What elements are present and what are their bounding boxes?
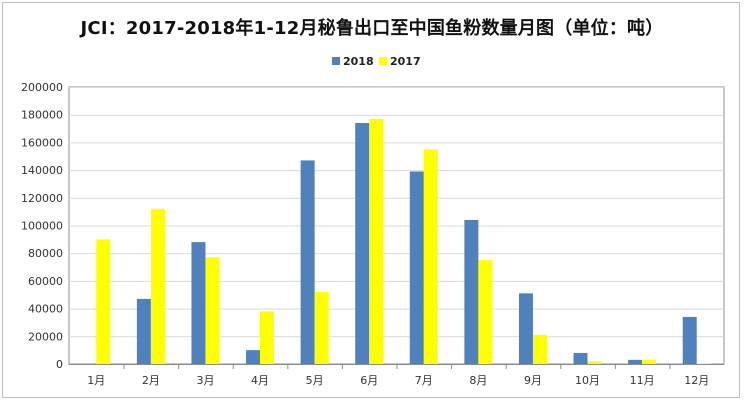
y-tick-label: 200000 [21,81,63,94]
x-tick-label: 11月 [630,374,655,387]
bar-2017-2 [150,208,165,364]
legend-swatch-2017 [379,57,387,65]
x-tick-label: 4月 [251,374,269,387]
y-tick-label: 20000 [28,330,63,343]
x-tick-label: 12月 [684,374,709,387]
bar-2018-7 [409,171,424,364]
bar-2017-5 [314,291,329,364]
bar-2018-12 [682,316,697,364]
grid-lines [68,86,725,365]
bar-2017-12 [696,363,711,364]
x-tick-label: 6月 [360,374,378,387]
y-axis-ticks: 0 20000 40000 60000 80000 100000 120000 140000 1… [21,81,63,371]
x-tick-label: 3月 [196,374,214,387]
bar-2017-9 [532,334,547,364]
x-tick-label: 10月 [575,374,600,387]
bar-2018-4 [246,350,261,364]
bar-2017-3 [205,257,220,364]
bar-2018-6 [355,123,370,364]
y-tick-label: 100000 [21,220,63,233]
bars [96,118,711,364]
bar-2018-3 [191,242,206,364]
bar-2018-9 [518,293,533,364]
x-axis-ticks: 1月 2月 3月 4月 5月 6月 7月 8月 9月 10月 11月 12月 [87,364,709,387]
legend-swatch-2018 [332,57,340,65]
bar-2017-4 [260,311,275,364]
x-tick-label: 5月 [306,374,324,387]
x-tick-label: 2月 [142,374,160,387]
bar-2017-8 [478,260,493,364]
bar-2017-1 [96,239,111,364]
bar-2017-7 [423,149,438,364]
y-tick-label: 80000 [28,247,63,260]
y-tick-label: 160000 [21,136,63,149]
bar-2018-10 [573,352,588,364]
y-tick-label: 180000 [21,109,63,122]
bar-2018-5 [300,160,315,364]
legend: 2018 2017 [332,55,421,68]
bar-2017-10 [587,361,602,364]
bar-2017-11 [642,359,657,364]
chart-title: JCI：2017-2018年1-12月秘鲁出口至中国鱼粉数量月图（单位：吨） [80,18,664,39]
y-tick-label: 0 [56,358,63,371]
legend-label-2018: 2018 [343,55,374,68]
bar-2018-8 [464,219,479,364]
y-tick-label: 60000 [28,275,63,288]
y-tick-label: 40000 [28,303,63,316]
bar-2018-2 [136,298,151,364]
x-tick-label: 7月 [415,374,433,387]
x-tick-label: 8月 [469,374,487,387]
x-tick-label: 9月 [524,374,542,387]
y-tick-label: 140000 [21,164,63,177]
y-tick-label: 120000 [21,192,63,205]
x-tick-label: 1月 [87,374,105,387]
legend-label-2017: 2017 [390,55,421,68]
bar-2018-11 [628,359,643,364]
bar-2017-6 [369,118,384,364]
